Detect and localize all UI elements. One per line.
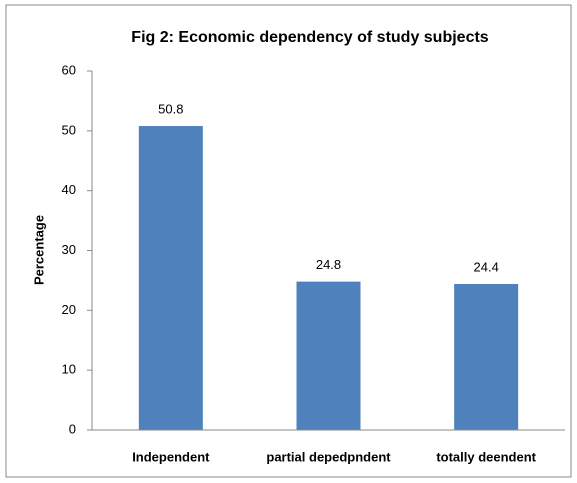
x-tick-label: totally deendent	[436, 449, 536, 464]
y-tick-label: 30	[62, 242, 76, 257]
y-tick-label: 0	[69, 421, 76, 436]
y-axis-label: Percentage	[31, 215, 46, 285]
data-label: 24.8	[316, 257, 341, 272]
data-label: 50.8	[158, 101, 183, 116]
data-label: 24.4	[474, 259, 499, 274]
y-tick-label: 20	[62, 302, 76, 317]
y-tick-label: 10	[62, 362, 76, 377]
x-tick-label: partial depedpndent	[266, 449, 391, 464]
bar	[454, 284, 519, 430]
bar	[138, 126, 203, 431]
chart-title: Fig 2: Economic dependency of study subj…	[131, 29, 489, 46]
y-tick-label: 60	[62, 62, 76, 77]
bar	[296, 281, 361, 430]
y-tick-label: 50	[62, 122, 76, 137]
y-tick-label: 40	[62, 182, 76, 197]
x-tick-label: Independent	[132, 449, 210, 464]
